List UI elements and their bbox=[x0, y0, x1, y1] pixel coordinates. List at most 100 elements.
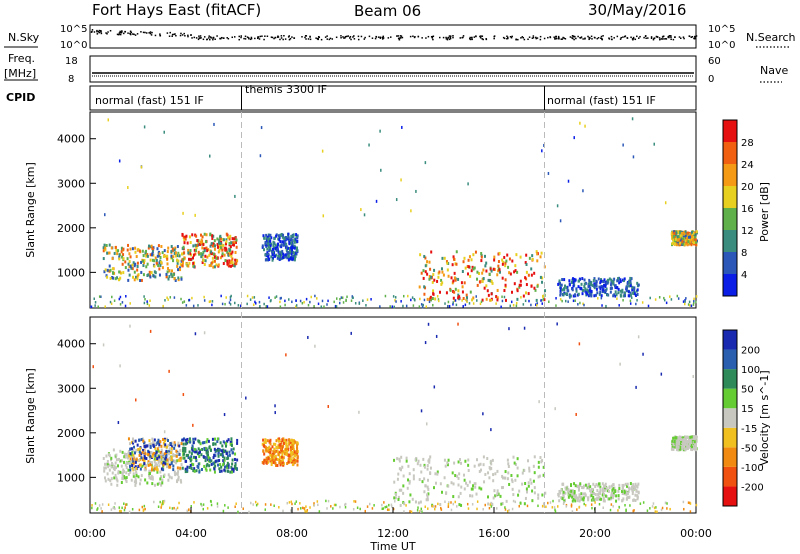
range-cell bbox=[261, 244, 264, 248]
range-cell bbox=[155, 452, 158, 456]
range-cell bbox=[533, 471, 536, 475]
range-cell bbox=[279, 460, 282, 464]
range-cell bbox=[537, 493, 540, 497]
range-cell bbox=[684, 230, 687, 234]
noise-point bbox=[145, 32, 148, 34]
range-cell bbox=[183, 238, 186, 242]
range-cell bbox=[454, 278, 457, 282]
noise-point bbox=[183, 32, 185, 35]
power-marks bbox=[90, 117, 698, 309]
range-cell bbox=[173, 251, 176, 255]
range-cell bbox=[164, 462, 167, 466]
range-cell bbox=[542, 297, 545, 301]
noise-point bbox=[445, 38, 448, 40]
range-cell bbox=[210, 261, 213, 265]
range-cell bbox=[148, 270, 151, 274]
range-cell bbox=[279, 463, 282, 467]
range-cell bbox=[677, 235, 680, 239]
range-cell bbox=[593, 492, 596, 496]
range-cell bbox=[405, 456, 408, 460]
x-tick-label: 00:00 bbox=[680, 527, 712, 540]
noise-point bbox=[240, 36, 242, 39]
range-cell bbox=[478, 470, 481, 474]
freq-label-2: [MHz] bbox=[4, 67, 36, 80]
range-cell bbox=[269, 459, 272, 463]
range-cell bbox=[677, 297, 680, 300]
range-cell bbox=[535, 298, 538, 302]
range-cell bbox=[211, 437, 214, 441]
range-cell bbox=[117, 278, 120, 282]
range-cell bbox=[686, 231, 689, 235]
noise-point bbox=[305, 38, 307, 40]
range-cell bbox=[203, 247, 206, 251]
range-cell bbox=[262, 449, 265, 453]
range-cell bbox=[158, 464, 161, 468]
range-cell bbox=[287, 246, 290, 250]
range-cell bbox=[590, 490, 593, 494]
range-cell bbox=[630, 485, 633, 489]
noise-point bbox=[574, 35, 576, 38]
noise-point bbox=[589, 37, 591, 39]
noise-point bbox=[694, 37, 696, 39]
noise-point bbox=[591, 38, 593, 40]
range-cell bbox=[560, 283, 563, 287]
range-cell bbox=[208, 264, 211, 268]
range-cell bbox=[568, 279, 571, 283]
range-cell bbox=[624, 482, 627, 486]
range-cell bbox=[123, 470, 126, 474]
range-cell bbox=[505, 499, 508, 503]
range-cell bbox=[584, 124, 586, 128]
range-cell bbox=[306, 509, 309, 512]
range-cell bbox=[176, 506, 179, 510]
range-cell bbox=[465, 481, 468, 485]
range-cell bbox=[544, 491, 547, 495]
range-cell bbox=[675, 445, 678, 449]
range-cell bbox=[171, 274, 174, 278]
range-cell bbox=[272, 240, 275, 244]
noise-point bbox=[353, 38, 356, 40]
range-cell bbox=[613, 293, 616, 297]
range-cell bbox=[516, 297, 519, 301]
range-cell bbox=[580, 287, 583, 291]
range-cell bbox=[459, 491, 462, 495]
range-cell bbox=[291, 257, 294, 261]
range-cell bbox=[423, 490, 426, 494]
range-cell bbox=[466, 296, 469, 300]
range-cell bbox=[655, 506, 657, 509]
range-cell bbox=[426, 495, 429, 499]
range-cell bbox=[208, 464, 211, 468]
range-cell bbox=[424, 161, 427, 165]
range-cell bbox=[186, 509, 188, 513]
range-cell bbox=[558, 489, 561, 493]
range-cell bbox=[560, 496, 563, 500]
range-cell bbox=[296, 450, 299, 454]
range-cell bbox=[206, 507, 209, 510]
range-cell bbox=[131, 464, 134, 468]
range-cell bbox=[204, 254, 207, 258]
range-cell bbox=[214, 437, 217, 441]
range-cell bbox=[375, 199, 378, 203]
range-cell bbox=[463, 281, 466, 285]
range-cell bbox=[134, 262, 137, 266]
range-cell bbox=[148, 473, 151, 477]
range-cell bbox=[193, 455, 196, 459]
range-cell bbox=[176, 245, 179, 249]
noise-point bbox=[276, 36, 279, 38]
range-cell bbox=[189, 257, 192, 261]
range-cell bbox=[591, 489, 594, 493]
range-cell bbox=[588, 293, 591, 297]
range-cell bbox=[651, 505, 654, 508]
range-cell bbox=[190, 446, 193, 450]
range-cell bbox=[211, 236, 214, 240]
range-cell bbox=[588, 288, 591, 292]
range-cell bbox=[501, 299, 504, 303]
range-cell bbox=[530, 284, 533, 288]
range-cell bbox=[191, 444, 194, 448]
range-cell bbox=[223, 413, 226, 417]
range-cell bbox=[294, 452, 297, 456]
range-cell bbox=[538, 474, 541, 478]
range-cell bbox=[276, 450, 279, 454]
range-cell bbox=[198, 448, 201, 452]
range-cell bbox=[295, 305, 297, 308]
range-cell bbox=[690, 234, 693, 238]
